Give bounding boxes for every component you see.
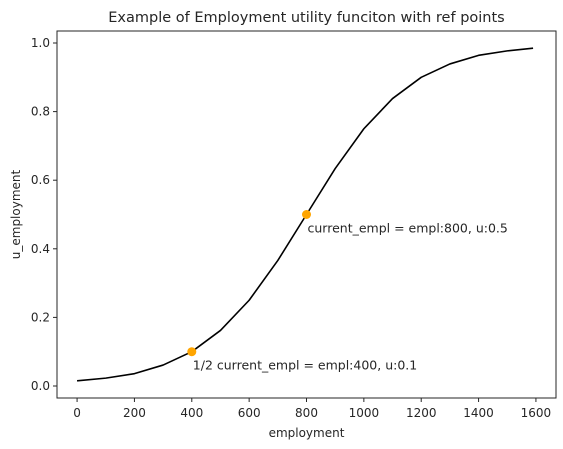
y-tick-label: 0.8 bbox=[31, 105, 50, 119]
x-tick-label: 0 bbox=[73, 406, 81, 420]
ref-point-marker bbox=[302, 210, 311, 219]
x-tick-label: 400 bbox=[180, 406, 203, 420]
x-axis-label: employment bbox=[269, 426, 345, 440]
y-tick-label: 0.4 bbox=[31, 242, 50, 256]
ref-point-annotation: 1/2 current_empl = empl:400, u:0.1 bbox=[193, 358, 417, 373]
x-tick-label: 1200 bbox=[406, 406, 437, 420]
x-axis: 0 200 400 600 800 1000 1200 1400 1600 bbox=[73, 398, 551, 420]
x-tick-label: 600 bbox=[238, 406, 261, 420]
x-tick-label: 1600 bbox=[521, 406, 552, 420]
x-tick-label: 1400 bbox=[463, 406, 494, 420]
x-tick-label: 1000 bbox=[349, 406, 380, 420]
y-tick-label: 0.6 bbox=[31, 173, 50, 187]
ref-point-marker bbox=[187, 347, 197, 357]
y-tick-label: 1.0 bbox=[31, 36, 50, 50]
y-tick-label: 0.2 bbox=[31, 310, 50, 324]
x-tick-label: 200 bbox=[123, 406, 146, 420]
y-axis: 0.0 0.2 0.4 0.6 0.8 1.0 bbox=[31, 36, 57, 393]
chart-title: Example of Employment utility funciton w… bbox=[108, 10, 504, 26]
y-tick-label: 0.0 bbox=[31, 379, 50, 393]
plot-area: current_empl = empl:800, u:0.5 1/2 curren… bbox=[76, 47, 534, 382]
x-tick-label: 800 bbox=[295, 406, 318, 420]
ref-point-annotation: current_empl = empl:800, u:0.5 bbox=[308, 221, 508, 236]
y-axis-label: u_employment bbox=[9, 169, 23, 259]
